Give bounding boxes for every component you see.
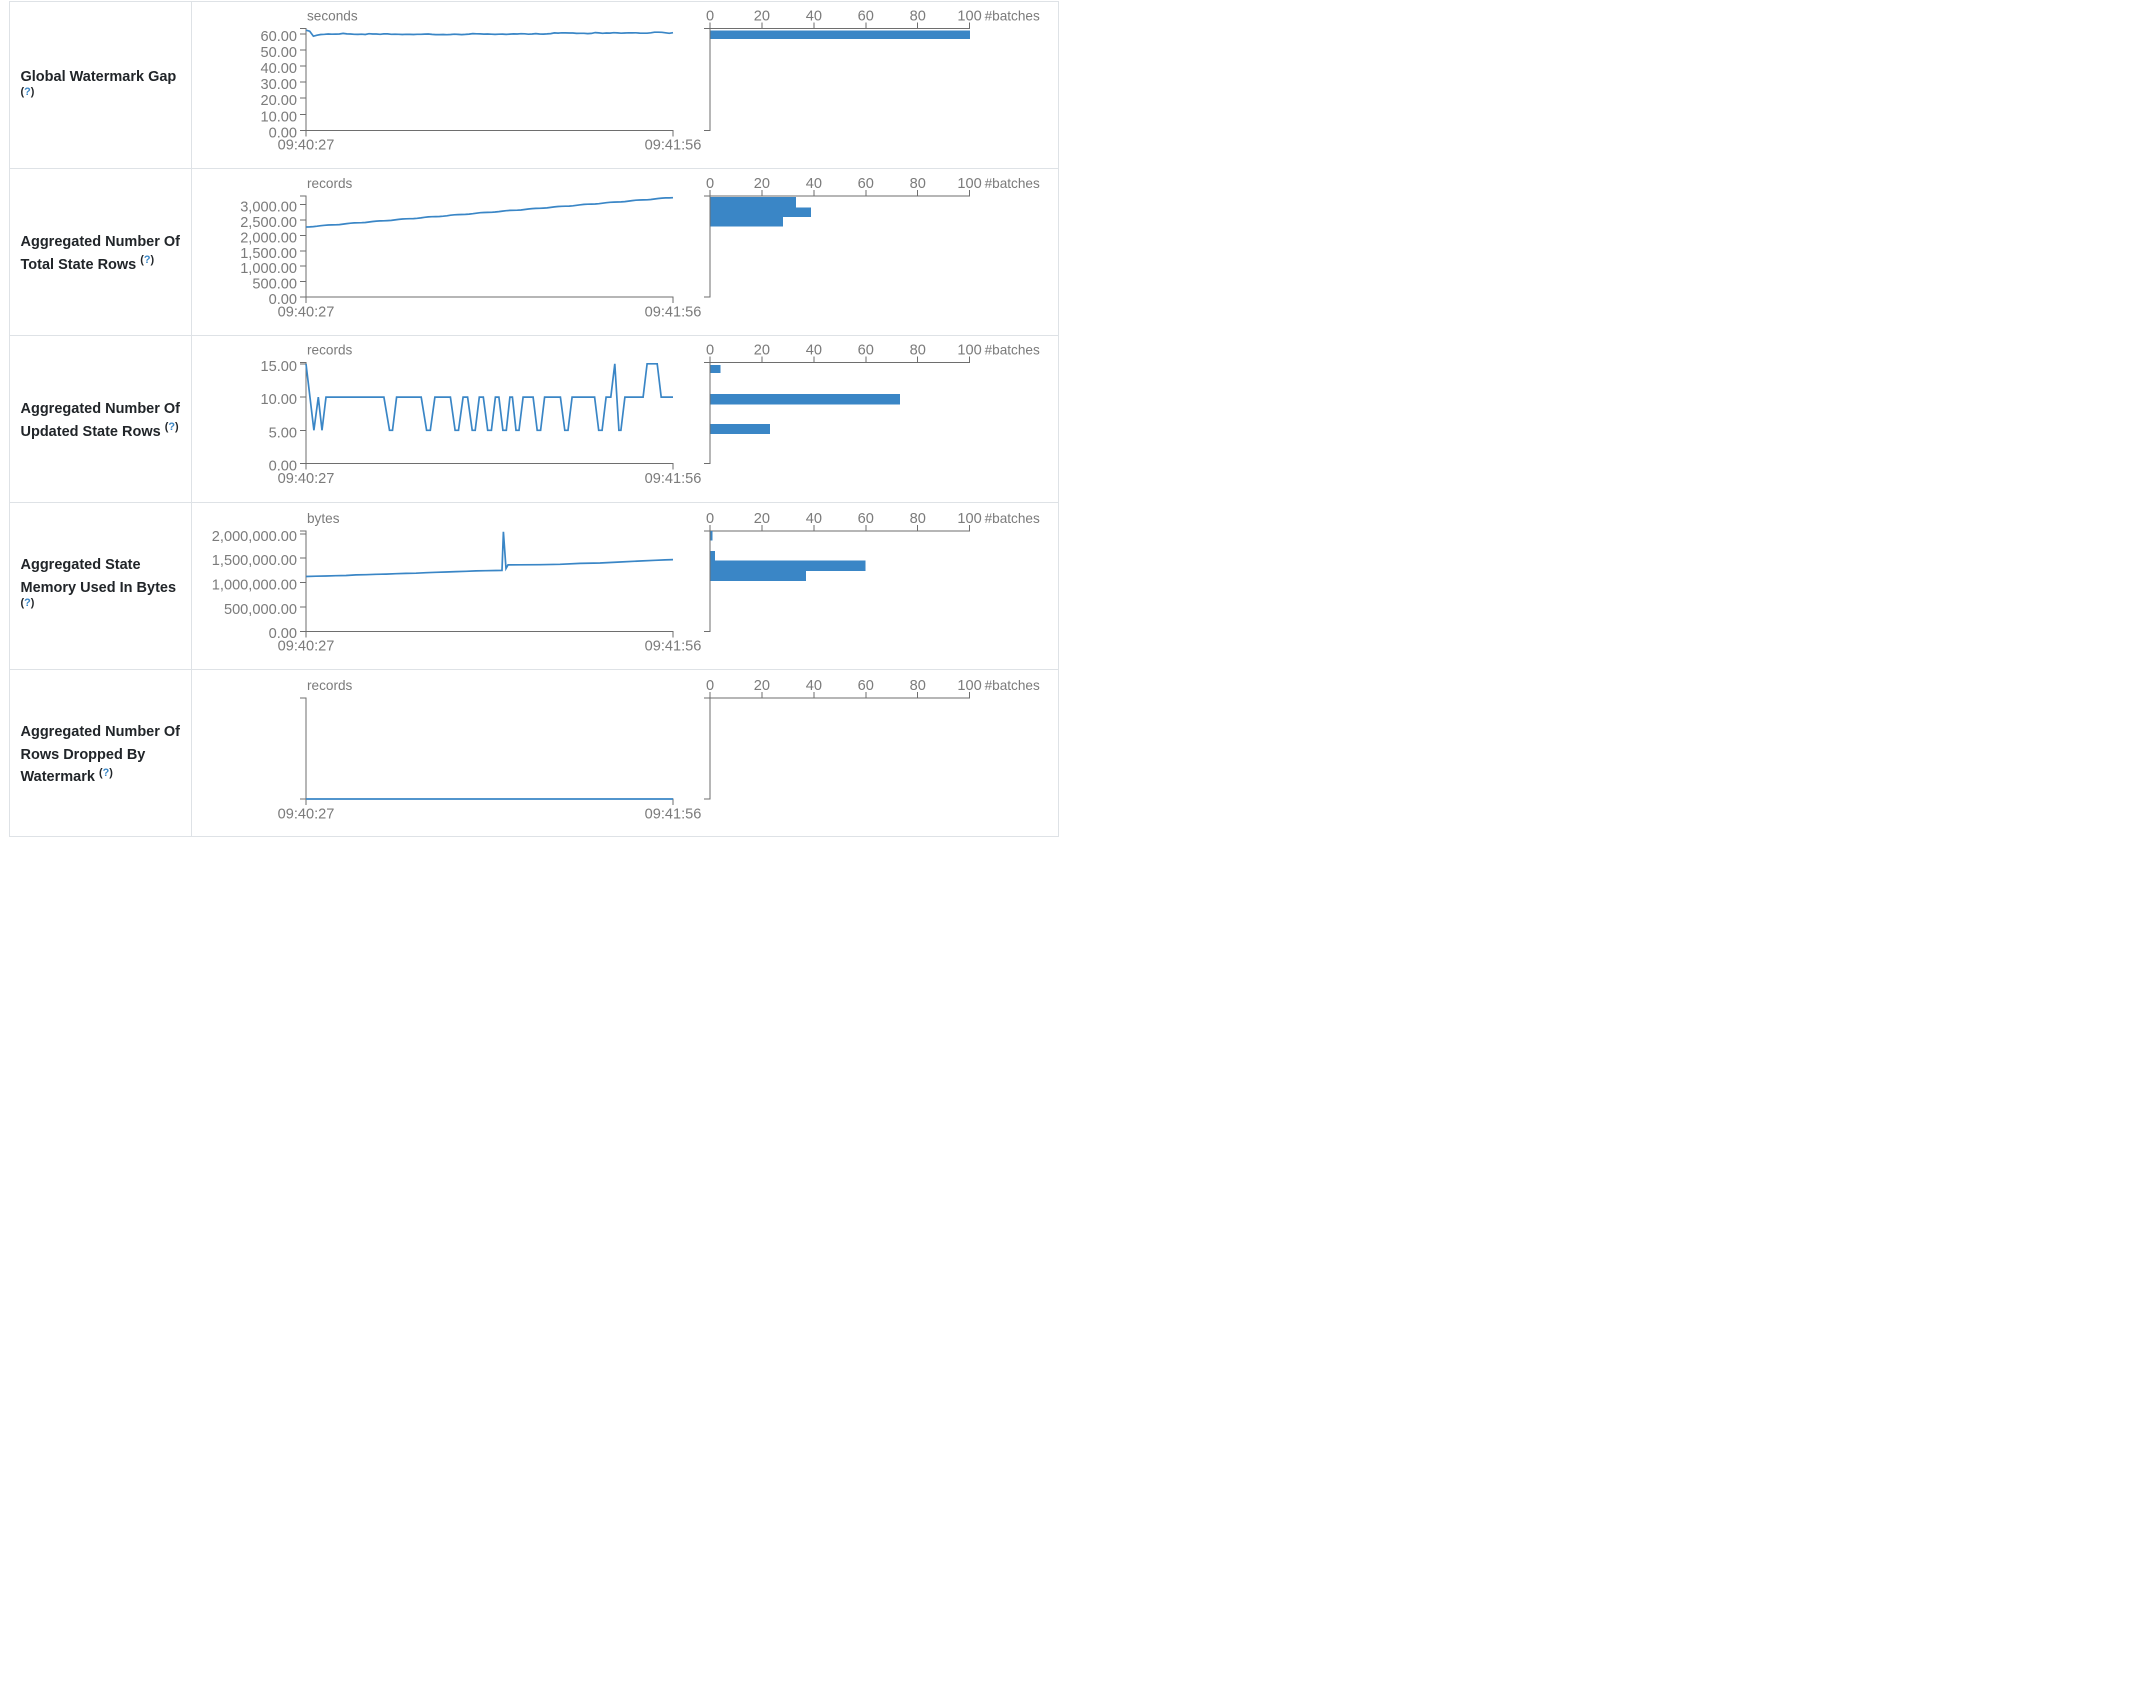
svg-text:#batches: #batches <box>985 511 1040 526</box>
svg-text:60.00: 60.00 <box>260 29 297 45</box>
svg-text:0.00: 0.00 <box>269 459 297 475</box>
svg-text:0: 0 <box>706 9 714 25</box>
svg-text:2,000.00: 2,000.00 <box>240 230 297 246</box>
svg-text:3,000.00: 3,000.00 <box>240 200 297 216</box>
svg-text:1,500.00: 1,500.00 <box>240 246 297 262</box>
svg-text:records: records <box>307 678 353 693</box>
svg-text:0: 0 <box>706 678 714 694</box>
svg-text:0: 0 <box>706 511 714 527</box>
svg-text:bytes: bytes <box>307 511 340 526</box>
svg-text:30.00: 30.00 <box>260 77 297 93</box>
svg-text:20: 20 <box>754 511 770 527</box>
svg-text:records: records <box>307 342 353 357</box>
svg-text:0: 0 <box>706 342 714 358</box>
svg-text:#batches: #batches <box>985 9 1040 24</box>
svg-text:09:41:56: 09:41:56 <box>645 806 702 822</box>
svg-text:09:40:27: 09:40:27 <box>278 471 335 487</box>
svg-text:80: 80 <box>910 342 926 358</box>
svg-text:seconds: seconds <box>307 9 358 24</box>
svg-text:2,500.00: 2,500.00 <box>240 215 297 231</box>
svg-text:2,000,000.00: 2,000,000.00 <box>212 529 297 545</box>
svg-text:09:41:56: 09:41:56 <box>645 639 702 655</box>
svg-text:20: 20 <box>754 342 770 358</box>
svg-text:40: 40 <box>806 9 822 25</box>
svg-text:09:41:56: 09:41:56 <box>645 304 702 320</box>
svg-text:09:40:27: 09:40:27 <box>278 806 335 822</box>
svg-text:records: records <box>307 176 353 191</box>
svg-text:60: 60 <box>858 9 874 25</box>
svg-text:0.00: 0.00 <box>269 626 297 642</box>
svg-text:100: 100 <box>957 176 981 192</box>
svg-text:09:40:27: 09:40:27 <box>278 304 335 320</box>
svg-text:60: 60 <box>858 511 874 527</box>
svg-text:09:40:27: 09:40:27 <box>278 138 335 154</box>
svg-text:20.00: 20.00 <box>260 93 297 109</box>
svg-text:#batches: #batches <box>985 678 1040 693</box>
svg-text:100: 100 <box>957 9 981 25</box>
svg-text:60: 60 <box>858 678 874 694</box>
svg-text:40: 40 <box>806 511 822 527</box>
svg-text:80: 80 <box>910 511 926 527</box>
svg-text:80: 80 <box>910 678 926 694</box>
svg-text:10.00: 10.00 <box>260 109 297 125</box>
svg-text:0.00: 0.00 <box>269 292 297 308</box>
svg-text:1,000.00: 1,000.00 <box>240 261 297 277</box>
svg-text:80: 80 <box>910 9 926 25</box>
svg-text:40: 40 <box>806 678 822 694</box>
svg-text:10.00: 10.00 <box>260 392 297 408</box>
svg-text:50.00: 50.00 <box>260 45 297 61</box>
svg-text:0.00: 0.00 <box>269 125 297 141</box>
svg-text:15.00: 15.00 <box>260 359 297 375</box>
svg-text:09:40:27: 09:40:27 <box>278 639 335 655</box>
svg-text:09:41:56: 09:41:56 <box>645 471 702 487</box>
svg-text:500.00: 500.00 <box>252 277 297 293</box>
svg-text:09:41:56: 09:41:56 <box>645 138 702 154</box>
svg-text:40: 40 <box>806 342 822 358</box>
svg-text:100: 100 <box>957 678 981 694</box>
svg-text:1,000,000.00: 1,000,000.00 <box>212 578 297 594</box>
svg-text:20: 20 <box>754 176 770 192</box>
svg-text:#batches: #batches <box>985 342 1040 357</box>
svg-text:40.00: 40.00 <box>260 61 297 77</box>
svg-text:1,500,000.00: 1,500,000.00 <box>212 553 297 569</box>
svg-text:60: 60 <box>858 176 874 192</box>
svg-text:5.00: 5.00 <box>269 425 297 441</box>
svg-text:500,000.00: 500,000.00 <box>224 602 297 618</box>
svg-text:20: 20 <box>754 678 770 694</box>
svg-text:40: 40 <box>806 176 822 192</box>
svg-text:100: 100 <box>957 342 981 358</box>
svg-text:0: 0 <box>706 176 714 192</box>
svg-text:80: 80 <box>910 176 926 192</box>
svg-text:20: 20 <box>754 9 770 25</box>
svg-text:#batches: #batches <box>985 176 1040 191</box>
svg-text:60: 60 <box>858 342 874 358</box>
svg-text:100: 100 <box>957 511 981 527</box>
